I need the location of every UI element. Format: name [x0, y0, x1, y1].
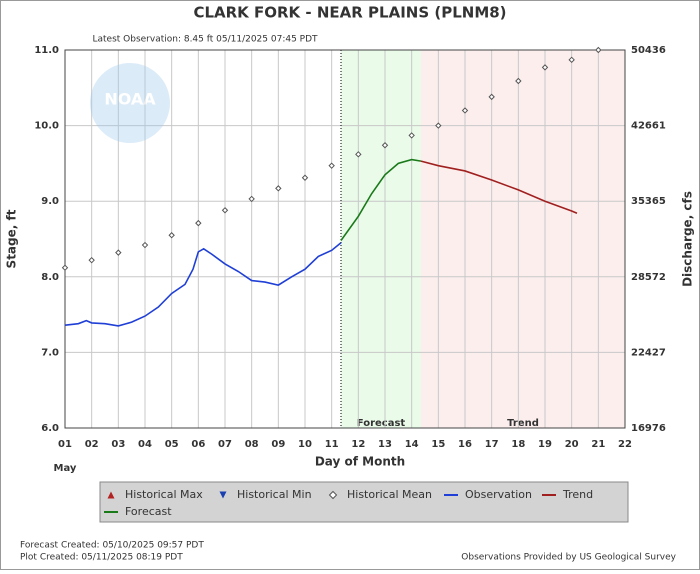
x-tick-label: 22 — [618, 439, 632, 450]
legend-label: Historical Max — [125, 488, 203, 501]
data-point — [248, 195, 255, 203]
x-tick-label: 18 — [511, 439, 525, 450]
data-point — [355, 151, 362, 158]
legend-swatch — [107, 491, 115, 499]
subtitle: Latest Observation: 8.45 ft 05/11/2025 0… — [92, 35, 318, 45]
x-tick-label: 09 — [271, 439, 285, 450]
y-tick-label: 11.0 — [34, 45, 59, 56]
series-line — [340, 158, 422, 241]
data-point — [408, 132, 415, 139]
y2-tick-label: 42661 — [631, 121, 666, 132]
plot-area: Forecast Trend 01 02 03 04 05 06 07 08 09 10 11 12 13 1… — [34, 45, 666, 450]
data-point — [115, 249, 122, 256]
data-point — [435, 122, 442, 129]
y2-tick-label: 22427 — [631, 347, 666, 358]
region — [341, 50, 421, 428]
legend-label: Observation — [465, 488, 532, 501]
y2-tick-label: 28572 — [631, 272, 666, 283]
legend-label: Forecast — [125, 505, 172, 518]
y-tick-label: 9.0 — [41, 196, 59, 207]
footer-right: Observations Provided by US Geological S… — [461, 553, 676, 563]
chart-title: CLARK FORK - NEAR PLAINS (PLNM8) — [193, 4, 506, 22]
x-tick-label: 13 — [378, 439, 392, 450]
x-tick-label: 07 — [218, 439, 232, 450]
data-point — [461, 107, 469, 114]
y-axis-label: Stage, ft — [5, 209, 19, 268]
data-point — [168, 232, 175, 239]
region — [421, 50, 625, 428]
footer-left: Plot Created: 05/11/2025 08:19 PDT — [20, 553, 183, 563]
x-tick-label: 16 — [458, 439, 472, 450]
data-point — [595, 46, 602, 54]
footer-left: Forecast Created: 05/10/2025 09:57 PDT — [20, 541, 204, 551]
y2-tick-label: 50436 — [631, 45, 666, 56]
x-tick-label: 21 — [591, 439, 605, 450]
y2-axis-label: Discharge, cfs — [681, 191, 695, 287]
legend-label: Historical Mean — [347, 488, 432, 501]
data-point — [301, 174, 309, 181]
y-tick-label: 7.0 — [41, 347, 59, 358]
region-label: Trend — [507, 418, 539, 429]
data-point — [568, 56, 575, 64]
x-tick-label: 14 — [405, 439, 419, 450]
x-tick-label: 06 — [191, 439, 205, 450]
data-point — [381, 142, 389, 149]
series-line — [420, 160, 578, 215]
y2-tick-label: 35365 — [631, 196, 666, 207]
series-line — [64, 242, 342, 327]
data-point — [221, 207, 229, 214]
data-point — [195, 219, 202, 227]
x-tick-label: 12 — [351, 439, 365, 450]
legend-box — [99, 481, 629, 523]
data-point — [515, 77, 522, 85]
plot-border — [64, 49, 626, 429]
x-tick-label: 15 — [431, 439, 445, 450]
x-tick-label: 08 — [245, 439, 259, 450]
x-tick-label: 01 — [58, 439, 72, 450]
x-tick-label: 02 — [85, 439, 99, 450]
region-label: Forecast — [357, 418, 406, 429]
data-point — [541, 64, 549, 71]
x-tick-label: 10 — [298, 439, 312, 450]
x-tick-label: 04 — [138, 439, 152, 450]
x-sublabel: May — [54, 463, 77, 474]
legend-label: Trend — [562, 488, 593, 501]
logo-circle — [90, 63, 170, 143]
legend-swatch — [328, 490, 338, 500]
legend-label: Historical Min — [237, 488, 312, 501]
x-tick-label: 17 — [485, 439, 499, 450]
x-tick-label: 19 — [538, 439, 552, 450]
data-point — [61, 264, 69, 271]
y-tick-label: 6.0 — [41, 423, 59, 434]
data-point — [488, 93, 495, 101]
x-tick-label: 11 — [325, 439, 339, 450]
logo-text: NOAA — [104, 90, 156, 109]
logo: NOAA — [90, 63, 170, 143]
data-point — [141, 241, 149, 249]
y2-tick-label: 16976 — [631, 423, 666, 434]
y-tick-label: 10.0 — [34, 121, 59, 132]
data-point — [275, 185, 282, 192]
data-point — [88, 256, 95, 264]
data-point — [328, 162, 335, 169]
x-axis-label: Day of Month — [315, 455, 405, 469]
x-tick-label: 20 — [565, 439, 579, 450]
x-tick-label: 03 — [111, 439, 125, 450]
legend-swatch — [219, 491, 227, 499]
y-tick-label: 8.0 — [41, 272, 59, 283]
x-tick-label: 05 — [165, 439, 179, 450]
